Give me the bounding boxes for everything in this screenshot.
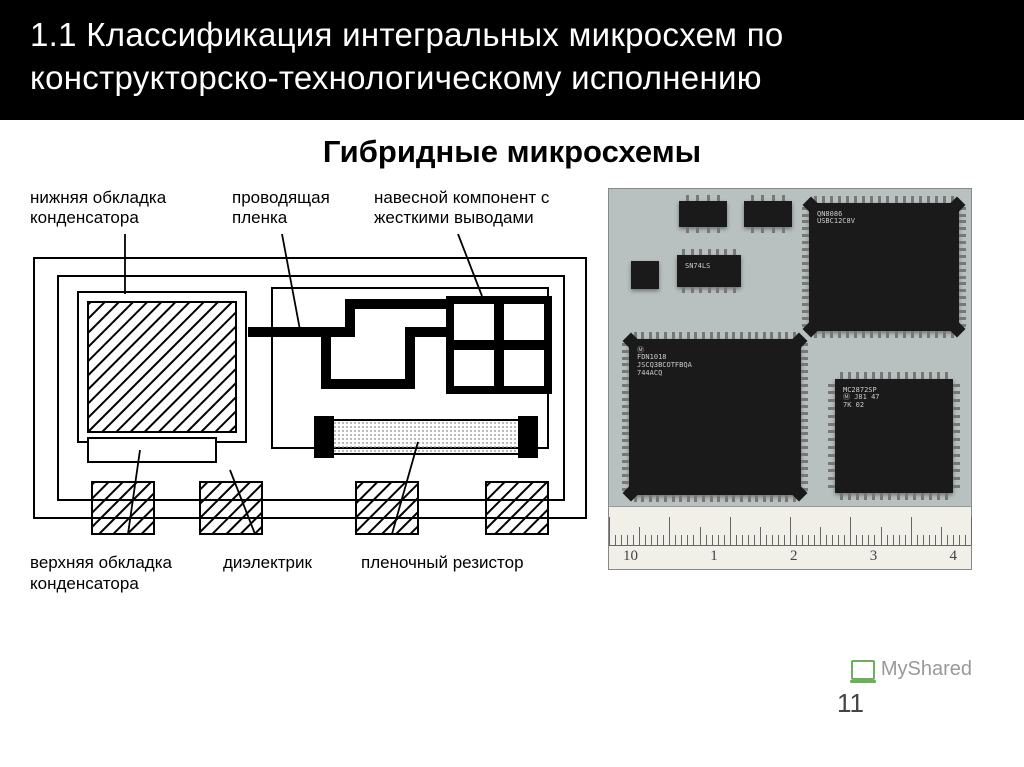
chip-small-square [631,261,659,289]
diagram-column: нижняя обкладка конденсатора проводящая … [30,188,590,594]
slide: 1.1 Классификация интегральных микросхем… [0,0,1024,767]
chip-photo: MC2872SP Ⓜ J81 47 7K 02 Ⓜ FDN1018 JSCQ3BC… [608,188,972,570]
watermark-text: MyShared [881,658,972,681]
watermark: MyShared [851,658,972,681]
diagram-labels-bottom: верхняя обкладка конденсатора диэлектрик… [30,552,590,595]
label-capacitor-bottom: нижняя обкладка конденсатора [30,188,232,229]
label-capacitor-top: верхняя обкладка конденсатора [30,552,223,595]
ruler: 10 1 2 3 4 [609,506,971,569]
hybrid-schematic [30,234,590,546]
ruler-numbers: 10 1 2 3 4 [609,546,971,565]
ruler-ticks [609,507,971,546]
chip-soic-14: SN74LS [677,255,741,287]
label-conductive-film: проводящая пленка [232,188,374,229]
ruler-label: 1 [710,548,718,565]
ruler-label: 3 [870,548,878,565]
ruler-label: 4 [950,548,958,565]
label-dielectric: диэлектрик [223,552,361,595]
slide-subtitle: Гибридные микросхемы [0,120,1024,188]
chip-soic-8-tl [679,201,727,227]
label-film-resistor: пленочный резистор [361,552,590,595]
diagram-labels-top: нижняя обкладка конденсатора проводящая … [30,188,590,229]
page-number: 11 [837,688,864,719]
ruler-label: 10 [623,548,638,565]
photo-column: MC2872SP Ⓜ J81 47 7K 02 Ⓜ FDN1018 JSCQ3BC… [608,188,978,594]
slide-title: 1.1 Классификация интегральных микросхем… [0,0,1024,120]
label-mounted-component: навесной компонент с жесткими выводами [374,188,590,229]
content-row: нижняя обкладка конденсатора проводящая … [0,188,1024,594]
watermark-icon [851,660,875,680]
chip-qfp-large-tr: QN8086 USBC12C8V [809,203,959,331]
chip-qfp-large-bl: Ⓜ FDN1018 JSCQ3BCOTFBQA 744ACQ [629,339,801,495]
chip-soic-8-tr [744,201,792,227]
chip-qfp-br: MC2872SP Ⓜ J81 47 7K 02 [835,379,953,493]
ruler-label: 2 [790,548,798,565]
